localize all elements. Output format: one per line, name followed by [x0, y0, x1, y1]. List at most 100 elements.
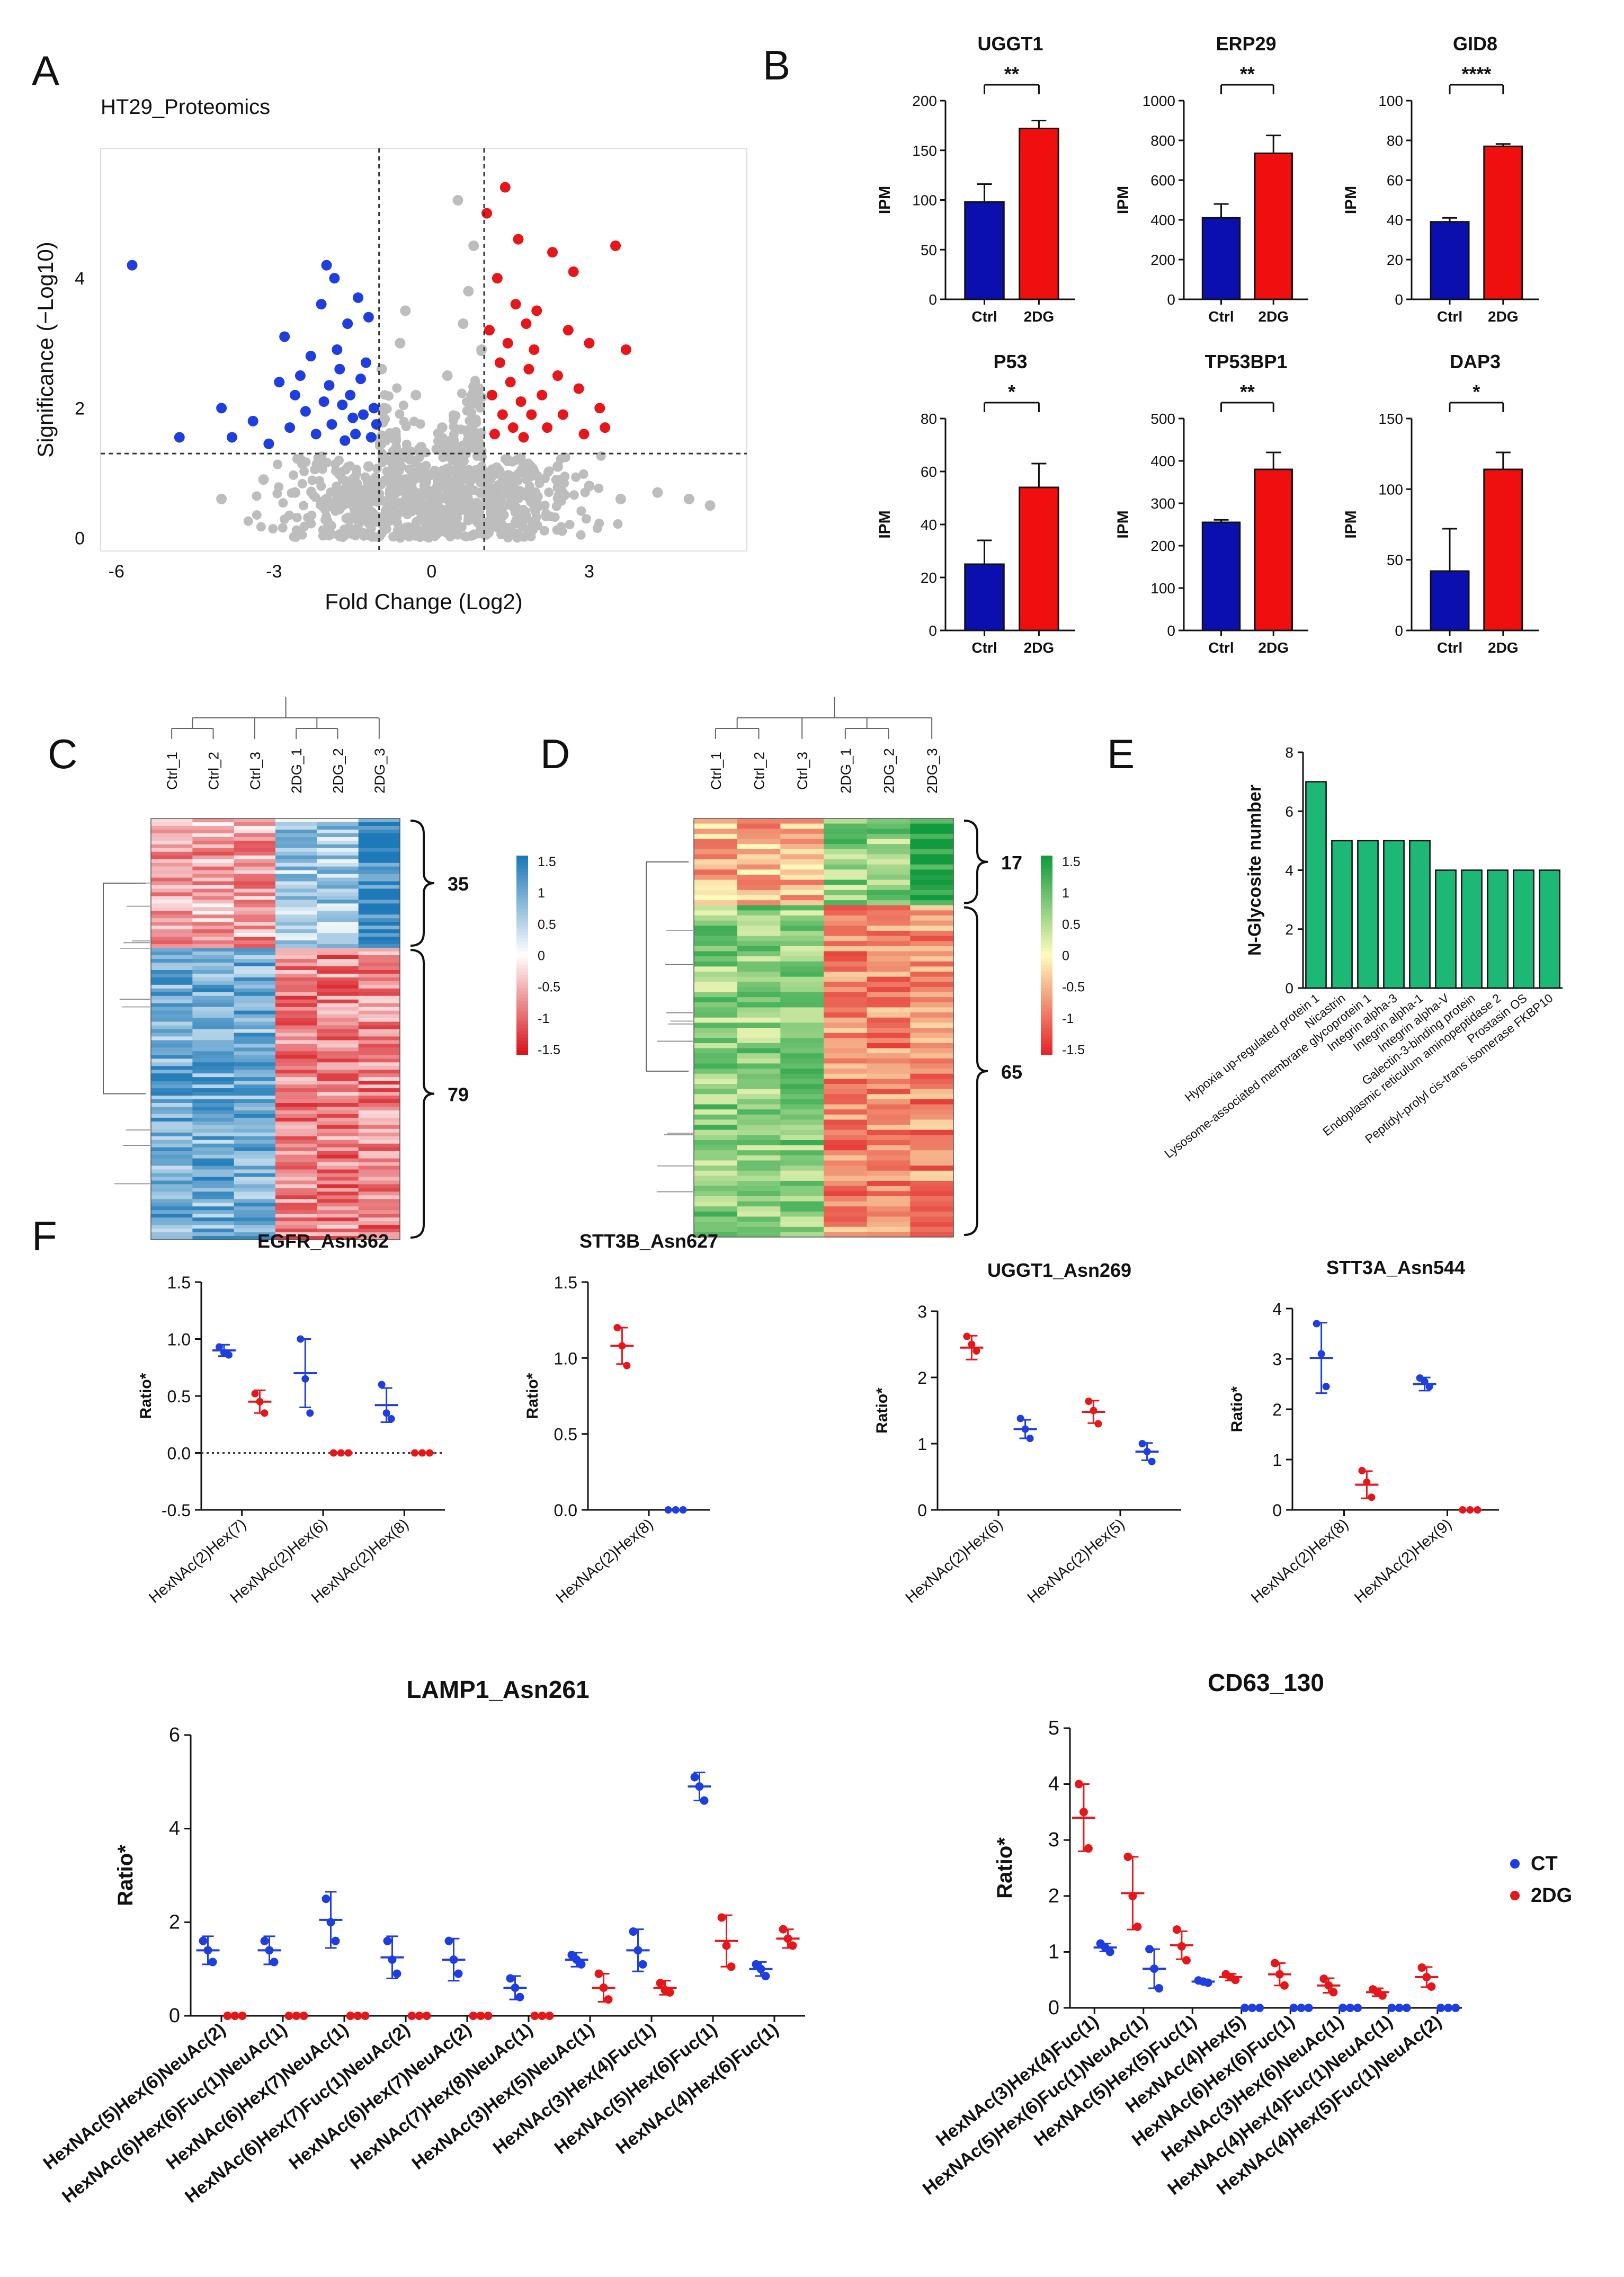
heatmap-cell — [824, 874, 868, 880]
y-axis-label: Ratio* — [524, 1373, 541, 1419]
heatmap-cell — [275, 1051, 317, 1055]
heatmap-cell — [867, 1226, 911, 1232]
y-tick-label: 1 — [917, 1435, 927, 1454]
point-ns — [558, 487, 568, 497]
heatmap-cell — [824, 905, 868, 911]
data-point-CT — [700, 1796, 709, 1805]
heatmap-cell — [694, 833, 738, 840]
heatmap-cell — [151, 1158, 193, 1163]
heatmap-cell — [192, 1051, 235, 1055]
significance-stars: * — [1473, 381, 1480, 403]
heatmap-cell — [151, 1206, 193, 1211]
heatmap-cell — [317, 1125, 359, 1129]
x-tick-label: Ctrl — [1437, 308, 1462, 325]
column-label: Ctrl_1 — [708, 752, 724, 790]
heatmap-cell — [910, 926, 954, 931]
heatmap-cell — [234, 862, 276, 867]
heatmap-cell — [317, 1221, 359, 1225]
heatmap-cell — [694, 1166, 738, 1171]
heatmap-cell — [317, 1096, 359, 1100]
heatmap-cell — [151, 866, 193, 871]
heatmap-cell — [737, 1022, 781, 1028]
point-ns — [445, 510, 456, 520]
bar-ctrl — [1201, 217, 1241, 300]
y-tick-label: 150 — [912, 143, 937, 159]
heatmap-cell — [358, 914, 400, 919]
heatmap-cell — [234, 892, 276, 897]
heatmap-cell — [317, 907, 359, 911]
heatmap-cell — [824, 966, 868, 972]
data-point-CT — [1148, 1457, 1156, 1465]
heatmap-cell — [317, 881, 359, 886]
heatmap-cell — [234, 1088, 276, 1092]
data-point-CT — [511, 1984, 520, 1992]
colorbar-tick-label: -1 — [538, 1011, 549, 1026]
heatmap-cell — [694, 1145, 738, 1151]
heatmap-cell — [824, 926, 868, 931]
heatmap-cell — [358, 1077, 400, 1081]
colorbar-step — [1041, 859, 1052, 863]
heatmap-cell — [192, 851, 235, 856]
heatmap-cell — [275, 1191, 317, 1196]
y-tick-label: 40 — [921, 517, 937, 533]
heatmap-cell — [737, 1007, 781, 1013]
heatmap-cell — [358, 896, 400, 901]
heatmap-cell — [358, 992, 400, 997]
colorbar-step — [1041, 918, 1052, 922]
heatmap-cell — [234, 959, 276, 963]
heatmap-cell — [780, 1083, 824, 1090]
point-down — [174, 432, 185, 443]
heatmap-cell — [151, 1125, 193, 1129]
heatmap-cell — [317, 933, 359, 937]
colorbar-step — [1041, 872, 1052, 876]
heatmap-cell — [867, 819, 911, 824]
heatmap-cell — [275, 1066, 317, 1070]
colorbar-step — [1041, 1047, 1052, 1052]
heatmap-cell — [317, 1029, 359, 1034]
heatmap-cell — [780, 885, 824, 891]
data-point-2DG — [337, 1449, 345, 1457]
heatmap-cell — [192, 1136, 235, 1141]
colorbar-tick-label: -1.5 — [538, 1043, 560, 1057]
heatmap-cell — [358, 999, 400, 1004]
heatmap-cell — [910, 879, 954, 885]
heatmap-cell — [910, 1053, 954, 1059]
point-up — [481, 208, 493, 219]
point-ns — [457, 388, 467, 398]
data-point-CT — [1026, 1435, 1034, 1442]
data-point-CT — [1016, 1415, 1024, 1422]
heatmap-cell — [317, 1088, 359, 1092]
bar — [1331, 840, 1353, 989]
point-up — [542, 422, 553, 433]
heatmap-cell — [317, 1021, 359, 1026]
heatmap-cell — [910, 1069, 954, 1074]
heatmap-cell — [780, 1002, 824, 1008]
heatmap-cell — [867, 1160, 911, 1166]
heatmap-cell — [234, 1047, 276, 1052]
y-tick-label: 20 — [1387, 252, 1403, 268]
significance-stars: ** — [1240, 381, 1255, 403]
heatmap-cell — [694, 1089, 738, 1095]
heatmap-cell — [737, 1160, 781, 1166]
point-up — [521, 318, 532, 329]
point-ns — [494, 467, 505, 478]
heatmap-cell — [358, 922, 400, 926]
heatmap-cells — [694, 819, 954, 1238]
heatmap-cell — [694, 900, 738, 906]
panel-d-heatmap: Ctrl_1 Ctrl_2 Ctrl_3 2DG_1 2DG_2 2DG_317651.5… — [646, 697, 1085, 1238]
heatmap-cell — [867, 1181, 911, 1187]
heatmap-cell — [737, 936, 781, 941]
heatmap-cell — [910, 1232, 954, 1238]
colorbar-step — [516, 1047, 528, 1052]
heatmap-cell — [824, 833, 868, 840]
heatmap-cell — [737, 1094, 781, 1100]
heatmap-cell — [234, 940, 276, 945]
heatmap-cell — [192, 1199, 235, 1203]
heatmap-cell — [234, 907, 276, 911]
heatmap-cell — [151, 944, 193, 948]
data-point-CT — [1425, 1383, 1433, 1391]
heatmap-cell — [317, 1166, 359, 1170]
heatmap-cell — [358, 870, 400, 875]
heatmap-cell — [192, 1033, 235, 1037]
heatmap-cell — [737, 1109, 781, 1115]
